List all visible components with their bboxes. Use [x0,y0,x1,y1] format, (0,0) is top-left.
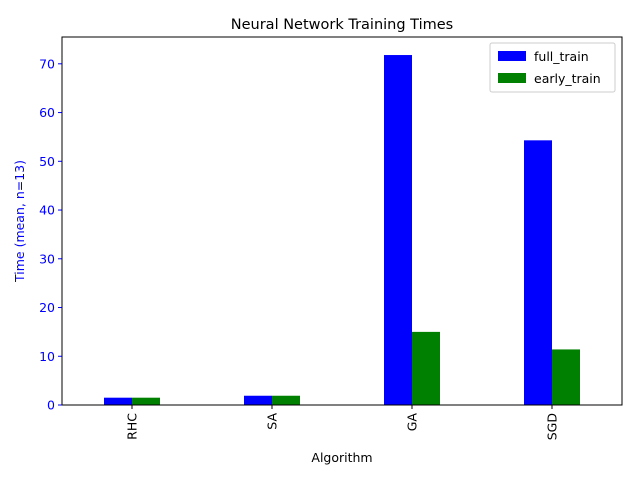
legend: full_train early_train [489,42,616,93]
y-tick-label: 30 [39,251,55,266]
bar-early_train-ga [412,331,440,405]
bar-full_train-sa [244,395,272,405]
y-axis-ticks: 0 10 20 30 40 50 60 70 [39,56,62,413]
x-tick-label-rhc: RHC [125,413,140,440]
bar-early_train-sgd [552,349,580,405]
legend-swatch-full_train [498,51,526,61]
bars-layer [104,55,580,406]
x-tick-label-sa: SA [265,413,280,430]
legend-swatch-early_train [498,73,526,83]
bar-full_train-ga [384,55,412,406]
y-tick-label: 60 [39,105,55,120]
y-tick-label: 50 [39,154,55,169]
plot-area-frame [61,36,623,406]
bar-early_train-sa [272,395,300,405]
y-axis-title: Time (mean, n=13) [12,160,27,283]
legend-label-early_train: early_train [534,71,601,86]
x-tick-label-sgd: SGD [545,413,560,440]
y-tick-label: 0 [47,398,55,413]
y-tick-label: 40 [39,203,55,218]
bar-full_train-rhc [104,397,132,405]
x-axis-ticks: RHC SA GA SGD [125,405,560,440]
y-tick-label: 20 [39,300,55,315]
bar-early_train-rhc [132,397,160,405]
x-tick-label-ga: GA [405,413,420,432]
legend-label-full_train: full_train [534,49,589,64]
y-tick-label: 70 [39,56,55,71]
bar-full_train-sgd [524,140,552,405]
chart-title: Neural Network Training Times [231,17,453,33]
x-axis-title: Algorithm [311,450,372,465]
y-tick-label: 10 [39,349,55,364]
